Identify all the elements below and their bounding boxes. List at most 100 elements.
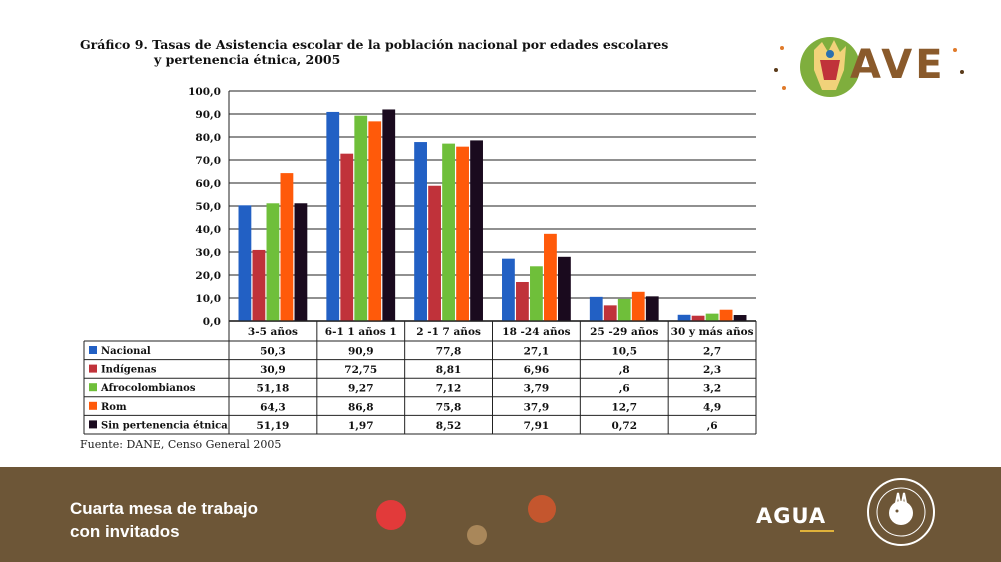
- bar-3-3: [442, 143, 455, 321]
- y-tick-label: 20,0: [195, 270, 221, 282]
- data-label: 50,3: [260, 346, 286, 358]
- source-note: Fuente: DANE, Censo General 2005: [80, 438, 282, 451]
- y-tick-label: 90,0: [195, 109, 221, 121]
- bar-5-5: [645, 296, 659, 321]
- bar-2-2: [340, 153, 354, 321]
- bar-chart: 0,0 10,0 20,0 30,0 40,0 50,0 60,0 70,0 80,0 90,0 1…: [83, 86, 757, 435]
- data-label: 72,75: [344, 364, 377, 376]
- legend-swatch: [89, 346, 97, 354]
- bar-5-3: [470, 140, 483, 321]
- y-tick-label: 100,0: [188, 86, 221, 98]
- data-label: 51,19: [256, 420, 289, 432]
- data-label: 6,96: [524, 364, 550, 376]
- data-label: 7,91: [524, 420, 550, 432]
- red-dot-decoration: [376, 500, 406, 530]
- bar-4-1: [280, 173, 294, 321]
- legend-label: Sin pertenencia étnica: [101, 420, 228, 431]
- data-label: 75,8: [436, 401, 462, 413]
- chart-title: Gráfico 9. Tasas de Asistencia escolar d…: [80, 37, 720, 67]
- bar-4-6: [719, 309, 733, 321]
- bar-3-2: [354, 115, 368, 321]
- bar-5-2: [382, 109, 396, 322]
- category-label: 3-5 años: [248, 326, 298, 338]
- data-label: ,6: [707, 420, 718, 432]
- bar-1-1: [238, 205, 252, 321]
- category-label: 30 y más años: [671, 326, 754, 338]
- bar-2-5: [603, 305, 617, 321]
- data-label: ,8: [619, 364, 630, 376]
- bar-3-1: [266, 203, 280, 321]
- legend-swatch: [89, 420, 97, 429]
- data-label: 10,5: [611, 346, 637, 358]
- orange-dot-decoration: [528, 495, 556, 523]
- data-label: 4,9: [703, 401, 721, 413]
- data-label: 3,79: [524, 383, 550, 395]
- agua-logo: AGUA: [756, 504, 827, 528]
- data-label: 3,2: [703, 383, 721, 395]
- category-label: 2 -1 7 años: [416, 326, 481, 338]
- bar-1-2: [326, 111, 340, 322]
- data-label: 8,52: [436, 420, 462, 432]
- data-label: 64,3: [260, 401, 286, 413]
- agua-underline-decoration: [800, 530, 834, 532]
- bar-5-6: [733, 315, 747, 321]
- y-tick-label: 30,0: [195, 247, 221, 259]
- bar-4-2: [368, 121, 382, 321]
- data-label: 37,9: [524, 401, 550, 413]
- footer-title: Cuarta mesa de trabajo con invitados: [70, 499, 259, 541]
- bar-3-4: [530, 266, 543, 321]
- bar-2-4: [516, 281, 529, 321]
- bar-3-6: [705, 313, 719, 321]
- tan-dot-decoration: [467, 525, 487, 545]
- category-label: 25 -29 años: [590, 326, 658, 338]
- bar-5-1: [294, 203, 308, 321]
- y-tick-label: 0,0: [203, 316, 221, 328]
- legend-label: Nacional: [101, 346, 151, 357]
- y-tick-label: 50,0: [195, 201, 221, 213]
- bar-4-4: [544, 233, 557, 321]
- footer-band: Cuarta mesa de trabajo con invitados AGU…: [0, 467, 1001, 562]
- category-label: 6-1 1 años 1: [325, 326, 397, 338]
- data-label: 86,8: [348, 401, 374, 413]
- data-label: 2,3: [703, 364, 721, 376]
- data-label: 8,81: [436, 364, 462, 376]
- y-tick-label: 60,0: [195, 178, 221, 190]
- data-label: ,6: [619, 383, 630, 395]
- data-label: 7,12: [436, 383, 462, 395]
- y-tick-label: 10,0: [195, 293, 221, 305]
- data-label: 12,7: [611, 401, 637, 413]
- category-label: 18 -24 años: [502, 326, 570, 338]
- y-tick-label: 70,0: [195, 155, 221, 167]
- data-label: 90,9: [348, 346, 374, 358]
- bar-2-1: [252, 249, 266, 321]
- bar-5-4: [558, 256, 571, 321]
- data-label: 51,18: [256, 383, 289, 395]
- bar-4-3: [456, 146, 469, 321]
- y-tick-label: 40,0: [195, 224, 221, 236]
- ave-logo-icon: [774, 37, 964, 97]
- data-label: 9,27: [348, 383, 374, 395]
- bar-4-5: [631, 291, 645, 321]
- chart-title-line-2: y pertenencia étnica, 2005: [154, 52, 341, 67]
- data-label: 27,1: [524, 346, 550, 358]
- chart-title-line-1: Gráfico 9. Tasas de Asistencia escolar d…: [80, 37, 669, 52]
- legend-swatch: [89, 401, 97, 410]
- data-label: 2,7: [703, 346, 721, 358]
- bar-2-3: [428, 185, 441, 321]
- legend-swatch: [89, 364, 97, 373]
- bar-3-5: [617, 298, 631, 321]
- legend-label: Indígenas: [101, 365, 157, 376]
- data-label: 0,72: [611, 420, 637, 432]
- data-label: 77,8: [436, 346, 462, 358]
- bar-1-6: [677, 314, 691, 321]
- legend-label: Afrocolombianos: [100, 383, 196, 394]
- bar-2-6: [691, 315, 705, 321]
- data-label: 30,9: [260, 364, 286, 376]
- bar-1-5: [589, 296, 603, 321]
- data-label: 1,97: [348, 420, 374, 432]
- bar-1-3: [414, 142, 427, 321]
- legend-swatch: [89, 383, 97, 392]
- bar-1-4: [502, 258, 515, 321]
- y-tick-label: 80,0: [195, 132, 221, 144]
- legend-label: Rom: [101, 402, 127, 413]
